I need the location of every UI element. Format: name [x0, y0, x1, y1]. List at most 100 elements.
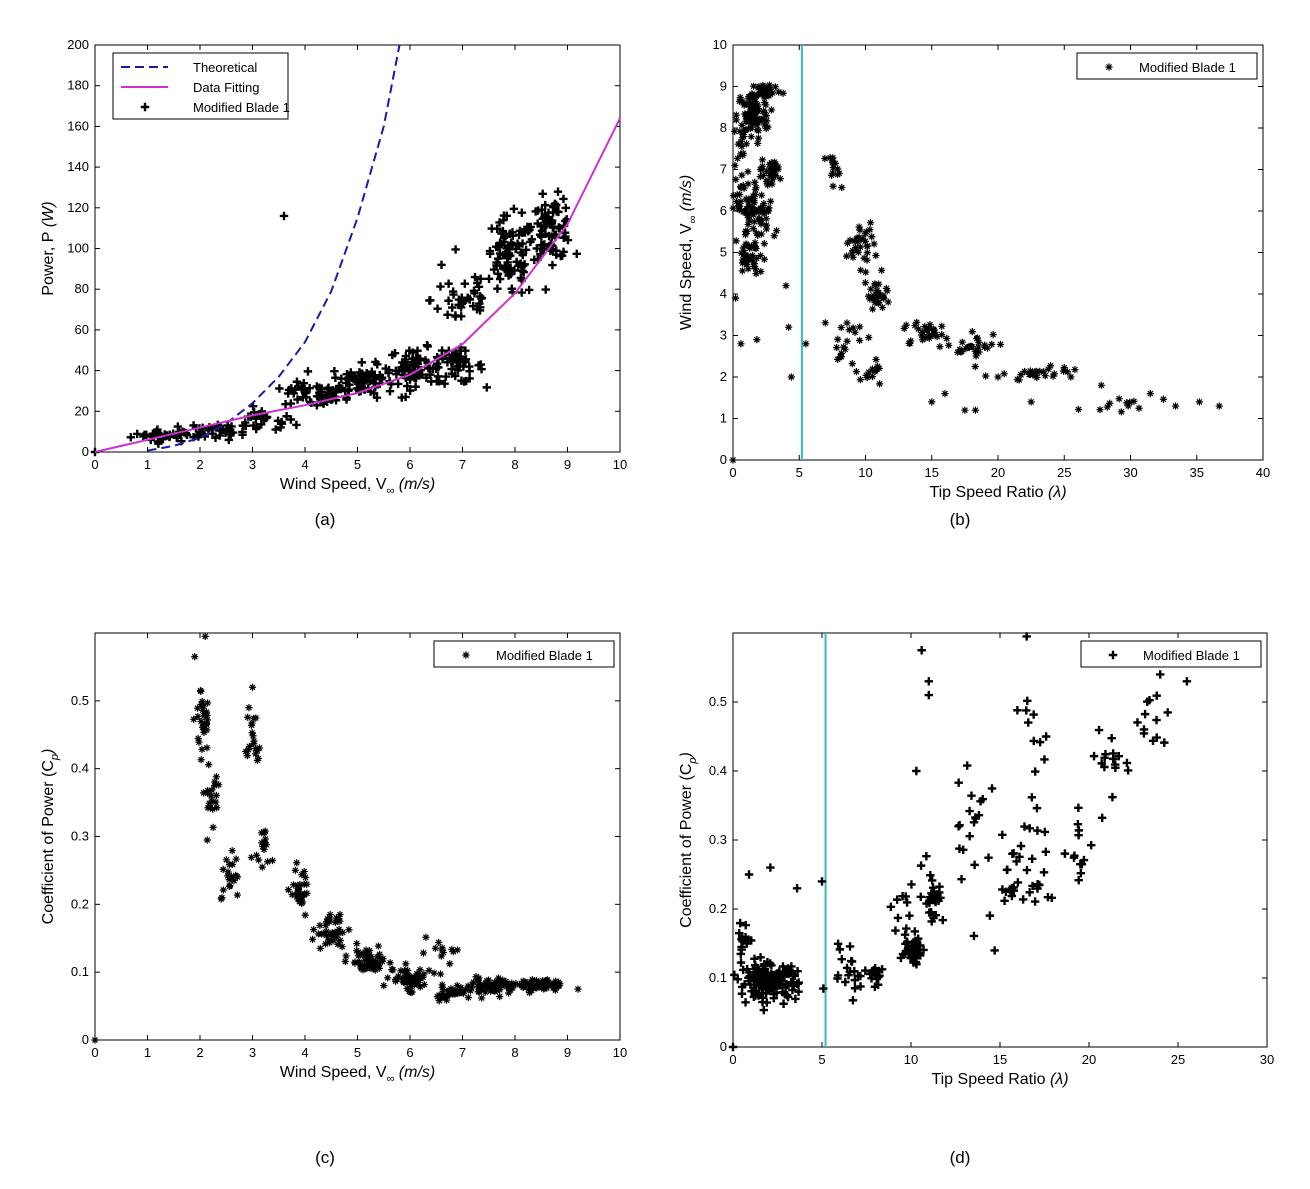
data-point [402, 960, 410, 968]
data-point [767, 106, 776, 114]
data-point [194, 432, 203, 441]
data-point [1195, 398, 1203, 406]
caption-a: (a) [314, 510, 336, 529]
data-point [349, 371, 358, 380]
data-point [198, 697, 206, 706]
data-point [829, 163, 837, 172]
data-point [452, 362, 462, 371]
data-point [249, 732, 257, 740]
data-point [1079, 855, 1089, 865]
data-point [227, 422, 236, 431]
y-tick-label: 0.2 [71, 896, 89, 911]
data-point [1041, 847, 1051, 857]
data-point [873, 362, 882, 370]
data-point [955, 820, 964, 830]
data-point [828, 169, 837, 177]
data-point [182, 430, 192, 440]
data-point [745, 214, 753, 222]
data-point [447, 303, 457, 312]
data-point [756, 207, 765, 215]
data-point [851, 243, 860, 252]
data-point [397, 393, 406, 402]
data-point [984, 853, 993, 862]
data-point [444, 296, 453, 305]
data-point [872, 294, 881, 303]
data-point [533, 219, 542, 228]
data-point [212, 791, 220, 800]
data-point [332, 933, 340, 941]
data-point [741, 231, 750, 239]
data-point [361, 956, 369, 964]
data-point [744, 101, 752, 110]
data-point [303, 367, 313, 376]
data-point [1063, 368, 1072, 376]
data-point [245, 742, 254, 751]
data-point [863, 256, 871, 264]
data-point [850, 984, 860, 993]
data-point [852, 368, 861, 376]
y-tick-label: 0.1 [71, 964, 89, 979]
data-point [740, 980, 749, 989]
data-point [733, 975, 742, 984]
data-point [998, 885, 1007, 894]
data-point [253, 747, 261, 755]
data-point [763, 87, 771, 95]
data-point [846, 236, 854, 244]
data-point [827, 171, 836, 179]
legend: Modified Blade 1 [1076, 52, 1258, 80]
data-point [292, 420, 301, 430]
data-point [520, 260, 529, 269]
data-point [1033, 879, 1042, 889]
data-point [730, 970, 739, 980]
y-tick-label: 100 [67, 241, 89, 256]
data-point [1020, 822, 1029, 831]
data-point [856, 323, 864, 331]
data-point [544, 980, 552, 988]
y-tick-label: 140 [67, 159, 89, 174]
data-point [1012, 857, 1021, 866]
data-point [761, 92, 769, 100]
data-point [495, 274, 505, 284]
data-point [404, 966, 412, 975]
data-point [353, 939, 361, 948]
data-point [972, 352, 980, 360]
data-point [419, 973, 427, 981]
data-point [737, 197, 745, 206]
data-point [734, 140, 742, 148]
data-point [324, 383, 333, 392]
data-point [740, 101, 748, 109]
data-point [301, 911, 309, 919]
data-point [438, 946, 446, 954]
data-point [1041, 372, 1049, 380]
data-point [1124, 402, 1132, 410]
y-tick-label: 60 [75, 322, 89, 337]
data-point [447, 369, 457, 378]
data-point [334, 940, 342, 948]
y-tick-label: 80 [75, 281, 89, 296]
data-point [462, 986, 470, 994]
y-tick-label: 2 [720, 369, 727, 384]
data-point [941, 390, 949, 398]
data-point [388, 350, 397, 360]
data-point [924, 677, 933, 686]
x-tick-label: 9 [564, 457, 571, 472]
data-point [845, 326, 853, 334]
data-point [764, 177, 772, 185]
data-point [225, 861, 234, 869]
data-point [871, 280, 879, 288]
data-point [322, 921, 330, 929]
data-point [909, 938, 918, 947]
data-point [907, 337, 915, 345]
data-point [207, 792, 215, 800]
data-point [1000, 370, 1008, 378]
data-point [1033, 826, 1042, 835]
data-point [510, 266, 519, 275]
data-point [974, 343, 982, 351]
data-point [538, 189, 547, 199]
data-point [936, 343, 944, 351]
data-point [366, 947, 374, 955]
data-point [1106, 399, 1114, 407]
data-point [781, 983, 790, 992]
data-point [519, 982, 527, 990]
data-point [541, 200, 550, 210]
